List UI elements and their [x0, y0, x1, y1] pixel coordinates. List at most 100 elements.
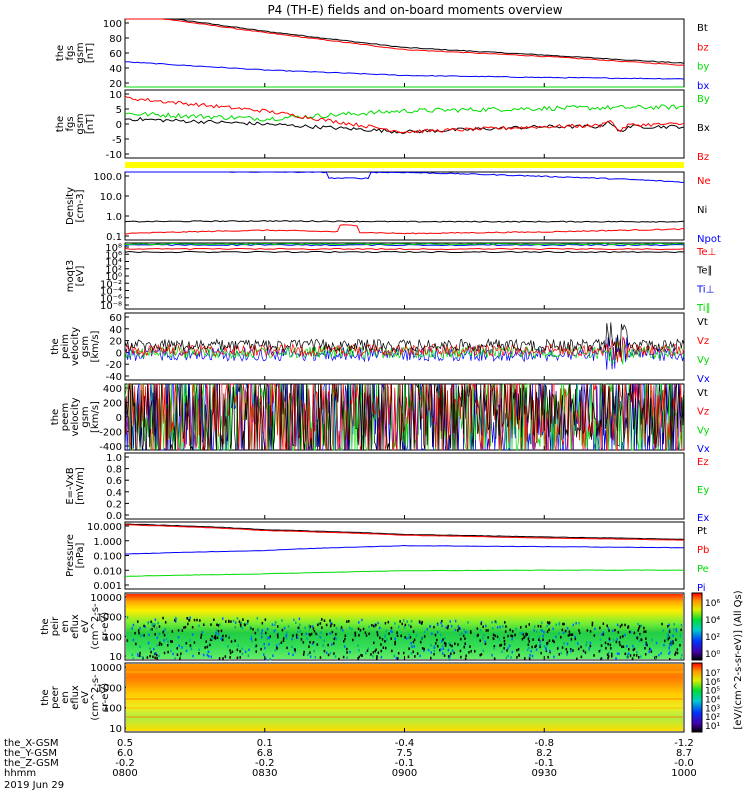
speckle-pixel: [506, 649, 508, 652]
speckle-pixel: [624, 623, 626, 627]
speckle-pixel: [639, 634, 641, 638]
speckle-pixel: [555, 623, 557, 626]
speckle-pixel: [172, 652, 174, 656]
y-label-line: fgs: [65, 45, 76, 60]
trace-Bz: [124, 95, 685, 134]
speckle-pixel: [668, 652, 670, 655]
speckle-pixel: [562, 622, 564, 626]
y-label-line: gsm: [75, 42, 86, 63]
speckle-pixel: [480, 621, 483, 624]
speckle-pixel: [542, 634, 544, 638]
y-tick-label: 10.0: [100, 192, 122, 203]
speckle-pixel: [397, 652, 400, 655]
speckle-pixel: [436, 638, 438, 642]
speckle-pixel: [673, 628, 675, 631]
speckle-pixel: [342, 655, 345, 659]
y-label-line: eflux: [70, 614, 81, 639]
speckle-pixel: [493, 657, 496, 660]
speckle-pixel: [680, 657, 682, 660]
speckle-pixel: [162, 631, 164, 634]
speckle-pixel: [629, 630, 632, 634]
speckle-pixel: [368, 632, 370, 636]
y-label-line: peem: [60, 403, 71, 431]
speckle-pixel: [635, 654, 638, 657]
speckle-pixel: [244, 623, 246, 627]
speckle-pixel: [180, 652, 182, 655]
speckle-pixel: [311, 642, 314, 645]
speckle-pixel: [480, 622, 482, 625]
speckle-pixel: [669, 650, 671, 654]
speckle-pixel: [219, 623, 221, 626]
y-tick-label: 10⁸: [105, 243, 122, 254]
speckle-pixel: [131, 627, 133, 630]
speckle-pixel: [257, 629, 259, 632]
speckle-pixel: [358, 634, 360, 637]
speckle-pixel: [170, 640, 172, 643]
speckle-pixel: [608, 637, 611, 640]
speckle-pixel: [411, 645, 413, 648]
y-tick-label: 20: [109, 79, 122, 90]
speckle-pixel: [340, 626, 343, 629]
x-annot-value: -0.8: [534, 738, 554, 749]
speckle-pixel: [445, 626, 447, 629]
y-tick-label: 1.0: [106, 453, 122, 464]
speckle-pixel: [584, 651, 587, 654]
speckle-pixel: [607, 627, 610, 630]
legend-ey: Ey: [697, 485, 709, 496]
speckle-pixel: [139, 651, 141, 655]
speckle-pixel: [510, 634, 512, 637]
speckle-pixel: [437, 623, 439, 626]
figure-title: P4 (TH-E) fields and on-board moments ov…: [267, 3, 562, 17]
speckle-pixel: [163, 633, 166, 637]
speckle-pixel: [560, 651, 562, 655]
speckle-pixel: [521, 637, 524, 641]
speckle-pixel: [529, 654, 531, 657]
speckle-pixel: [384, 634, 387, 637]
legend-bx: bx: [697, 81, 709, 92]
x-annot-value: -0.1: [534, 758, 554, 769]
speckle-pixel: [655, 641, 658, 645]
speckle-pixel: [528, 635, 530, 639]
speckle-pixel: [153, 647, 155, 651]
speckle-pixel: [147, 621, 150, 624]
speckle-pixel: [364, 631, 367, 634]
speckle-pixel: [174, 616, 177, 620]
speckle-pixel: [413, 638, 416, 642]
speckle-pixel: [654, 656, 657, 660]
speckle-pixel: [309, 655, 312, 658]
speckle-pixel: [346, 651, 348, 654]
y-axis-label: the peir en eflux eV (cm^2-s-sr-eV): [40, 603, 111, 650]
speckle-pixel: [410, 620, 413, 623]
speckle-pixel: [327, 643, 329, 647]
colorbar-tick: 10⁴: [705, 616, 720, 626]
y-tick-label: 0.100: [93, 552, 122, 563]
speckle-pixel: [366, 649, 369, 652]
speckle-pixel: [668, 623, 670, 627]
speckle-pixel: [654, 656, 656, 659]
speckle-pixel: [570, 648, 572, 651]
trace-Pe: [124, 569, 685, 577]
y-tick-label: 60: [109, 313, 122, 324]
speckle-pixel: [384, 640, 386, 643]
speckle-pixel: [494, 634, 496, 638]
speckle-pixel: [225, 634, 227, 638]
speckle-pixel: [527, 637, 530, 641]
trace-Vy: [124, 383, 685, 452]
speckle-pixel: [477, 633, 479, 637]
speckle-pixel: [423, 635, 426, 638]
speckle-pixel: [619, 636, 622, 639]
speckle-pixel: [407, 636, 410, 640]
y-label-line: the: [55, 116, 66, 132]
speckle-pixel: [404, 636, 406, 639]
speckle-pixel: [277, 632, 280, 635]
speckle-pixel: [299, 630, 301, 633]
speckle-pixel: [632, 644, 634, 648]
speckle-pixel: [323, 639, 325, 642]
speckle-pixel: [215, 629, 218, 632]
speckle-pixel: [319, 622, 322, 625]
speckle-pixel: [510, 656, 512, 659]
speckle-pixel: [446, 626, 449, 630]
speckle-pixel: [668, 630, 671, 633]
